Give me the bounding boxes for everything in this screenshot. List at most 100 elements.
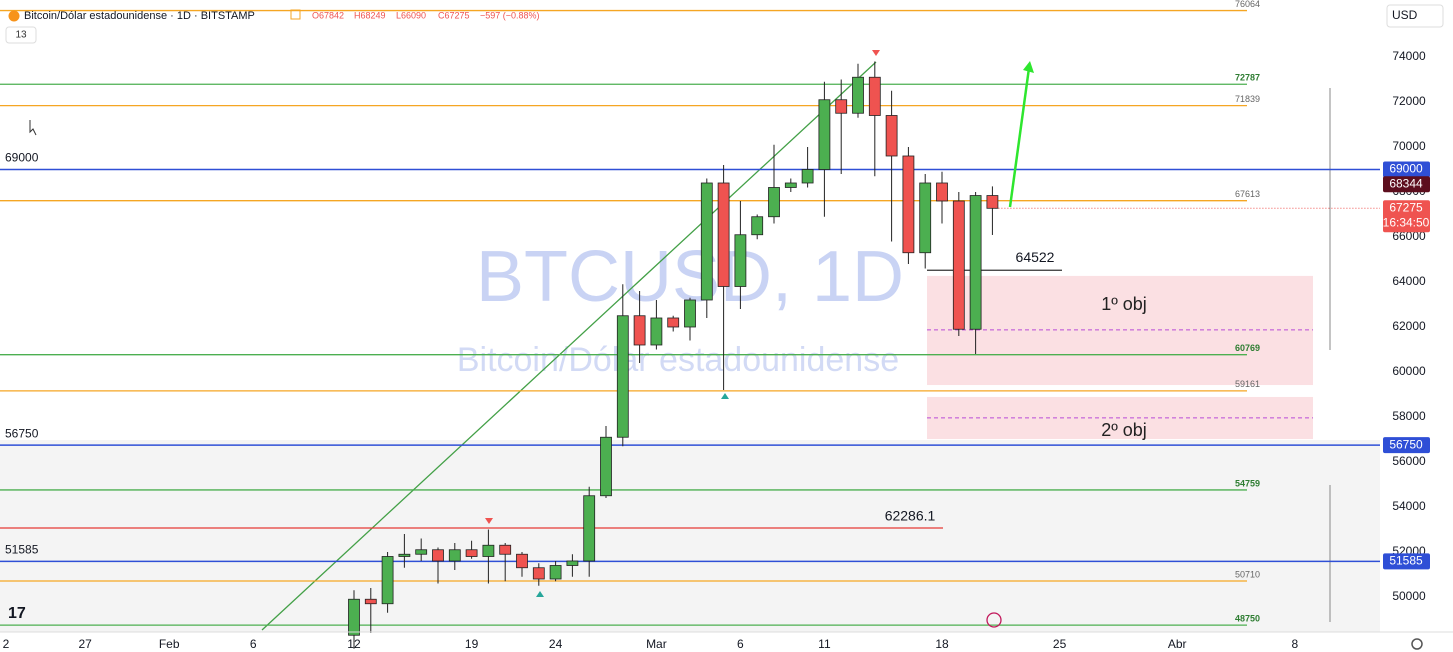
- x-tick-label: Mar: [646, 637, 667, 651]
- candle-body: [432, 549, 444, 562]
- candle-body: [751, 216, 764, 236]
- watermark-subtitle: Bitcoin/Dólar estadounidense: [457, 341, 899, 379]
- x-tick-label: 2: [3, 637, 10, 651]
- y-tick-label: 62000: [1392, 319, 1426, 333]
- candle-body: [835, 99, 848, 114]
- candle-body: [516, 553, 528, 569]
- currency-box[interactable]: [1386, 4, 1444, 28]
- arrow-head: [1023, 61, 1034, 73]
- x-tick-label: 6: [737, 637, 744, 651]
- candle-body: [734, 234, 747, 287]
- marker: [721, 393, 729, 399]
- interval-badge: 13: [15, 30, 27, 41]
- x-tick-label: 18: [935, 637, 949, 651]
- level-label: 67613: [1235, 189, 1260, 199]
- symbol-icon: [8, 10, 20, 22]
- candle-body: [482, 544, 495, 557]
- candle-body: [986, 195, 999, 209]
- candle-body: [784, 182, 797, 188]
- y-tick-label: 56000: [1392, 454, 1426, 468]
- alert-label: 56750: [5, 426, 39, 440]
- y-tick-label: 54000: [1392, 499, 1426, 513]
- x-tick-label: Feb: [159, 637, 180, 651]
- level-label: 50710: [1235, 569, 1260, 579]
- candle-body: [885, 115, 898, 157]
- y-tick-label: 66000: [1392, 229, 1426, 243]
- flag-icon[interactable]: [290, 9, 301, 20]
- x-tick-label: Abr: [1168, 637, 1187, 651]
- candle-body: [348, 598, 360, 636]
- candle-body: [852, 76, 864, 114]
- x-tick-label: 12: [347, 637, 361, 651]
- y-tick-label: 70000: [1392, 139, 1426, 153]
- price-badge: [1383, 553, 1430, 570]
- arrow: [1008, 67, 1031, 208]
- countdown: 16:34:50: [1383, 215, 1430, 229]
- alert-label: 69000: [5, 151, 39, 165]
- candle-body: [969, 195, 982, 330]
- candle-body: [919, 182, 932, 254]
- x-tick-label: 19: [465, 637, 479, 651]
- candle-body: [364, 598, 377, 605]
- candle-body: [600, 436, 612, 497]
- candle-body: [868, 76, 881, 116]
- price-badge: [1383, 437, 1430, 454]
- level-label: 71839: [1235, 94, 1260, 104]
- y-tick-label: 64000: [1392, 274, 1426, 288]
- ohlc-label: C67275: [438, 10, 470, 20]
- level-label: 48750: [1235, 613, 1260, 623]
- zone-label: 2º obj: [1101, 420, 1147, 440]
- candle-body: [684, 299, 696, 328]
- price-badge-label: 56750: [1389, 437, 1423, 451]
- level-label: 59161: [1235, 379, 1260, 389]
- x-tick-label: 6: [250, 637, 257, 651]
- candle-body: [448, 549, 461, 562]
- level-label: 72787: [1235, 73, 1260, 83]
- interval-box[interactable]: [5, 26, 37, 44]
- candle-body: [499, 544, 512, 555]
- y-tick-label: 50000: [1392, 589, 1426, 603]
- red-line-label: 62286.1: [885, 508, 936, 524]
- chart-title: Bitcoin/Dólar estadounidense · 1D · BITS…: [24, 10, 255, 22]
- candle-body: [566, 560, 579, 566]
- price-badge-label: 69000: [1389, 162, 1423, 176]
- candle-body: [700, 182, 713, 301]
- shade: [0, 440, 1380, 632]
- settings-icon[interactable]: [1411, 638, 1423, 650]
- ohlc-label: H68249: [354, 10, 386, 20]
- price-badge: [1383, 161, 1430, 178]
- level-label: 76064: [1235, 0, 1260, 9]
- candle-body: [616, 315, 629, 438]
- segment-label: 64522: [1016, 249, 1055, 265]
- x-tick-label: 27: [78, 637, 92, 651]
- event-icon[interactable]: [986, 612, 1002, 628]
- candle-body: [936, 182, 948, 202]
- ohlc-label: L66090: [396, 10, 426, 20]
- ohlc-label: O67842: [312, 10, 344, 20]
- candle-body: [717, 182, 730, 287]
- y-tick-label: 60000: [1392, 364, 1426, 378]
- candle-body: [952, 200, 965, 330]
- x-tick-label: 24: [549, 637, 563, 651]
- price-badge-label: 68344: [1389, 176, 1423, 190]
- candle-body: [465, 549, 478, 557]
- candle-body: [818, 99, 831, 170]
- candle-body: [398, 553, 411, 557]
- y-tick-label: 58000: [1392, 409, 1426, 423]
- change: −597 (−0.88%): [480, 10, 540, 20]
- price-badge-label: 51585: [1389, 554, 1423, 568]
- candle-body: [768, 187, 780, 218]
- candle-body: [381, 556, 394, 605]
- currency: USD: [1392, 8, 1418, 22]
- alert-label: 51585: [5, 543, 39, 557]
- y-tick-label: 72000: [1392, 94, 1426, 108]
- logo: 17: [8, 605, 26, 622]
- candle-body: [549, 565, 562, 580]
- level-label: 54759: [1235, 478, 1260, 488]
- marker: [536, 591, 544, 597]
- price-badge: [1383, 200, 1430, 233]
- marker: [485, 518, 493, 524]
- cursor: [29, 120, 37, 136]
- x-tick-label: 25: [1053, 637, 1067, 651]
- price-axis: [1380, 0, 1453, 632]
